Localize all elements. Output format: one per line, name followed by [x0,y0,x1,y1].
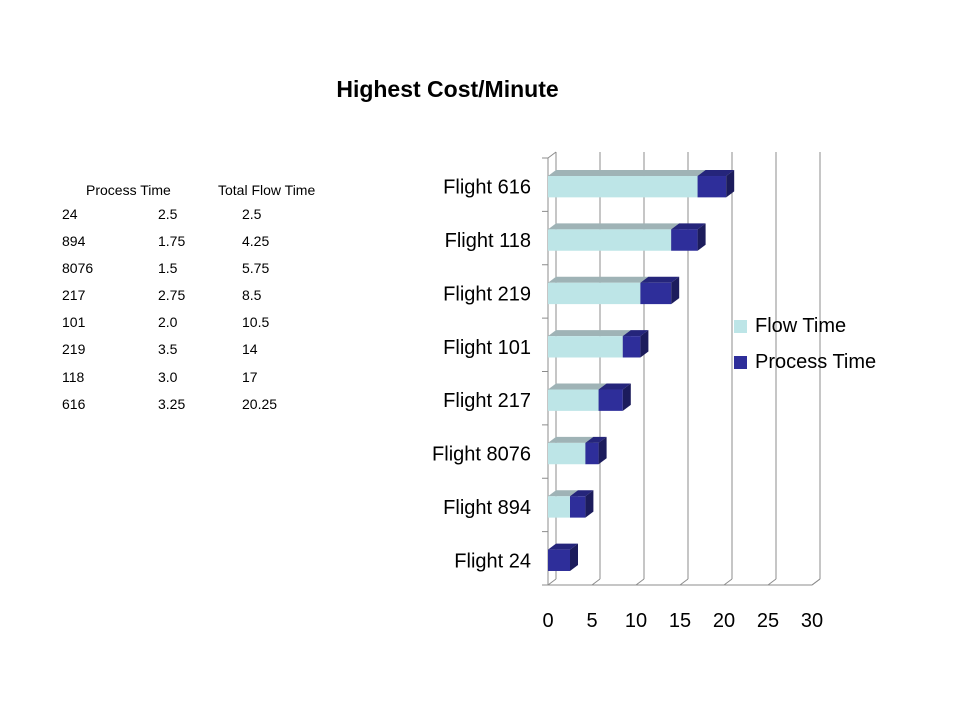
x-tick-label: 5 [586,610,597,632]
bar-process-time-top [697,170,735,177]
bar-process-time-top [671,223,706,230]
table-header-process-time: Process Time [86,182,171,198]
bar-process-time-top [548,543,578,550]
bar-flow-time-top [548,436,594,443]
table-cell: 217 [62,287,86,304]
x-tick-label: 0 [542,610,553,632]
bar-flow-time [548,496,570,518]
y-tick-label: Flight 894 [443,497,531,519]
table-cell: 2.0 [158,314,178,331]
table-cell: 14 [242,341,258,358]
table-cell: 616 [62,395,86,412]
table-cell: 1.5 [158,260,178,277]
bar-flow-time-top [548,383,607,390]
bar-flow-time [548,176,698,198]
table-cell: 2.5 [158,206,178,222]
table-cell: 3.25 [158,395,186,412]
bar-flow-time [548,282,641,305]
legend-swatch-flow-time [734,319,747,333]
table-cell: 219 [62,341,86,358]
bar-flow-time-top [548,170,706,177]
y-tick-label: Flight 219 [443,283,531,305]
x-tick-label: 30 [801,610,823,632]
table-cell: 8076 [62,260,94,277]
floor-edge [811,578,821,586]
table-cell: 1.75 [158,233,186,250]
y-tick-label: Flight 24 [454,550,531,572]
legend-item-flow-time: Flow Time [734,308,876,344]
table-cell: 5.75 [242,260,270,277]
table-cell: 24 [62,206,78,222]
y-tick-label: Flight 217 [443,390,531,412]
y-tick-label: Flight 101 [443,337,531,359]
bar-process-time-side [671,276,680,305]
table-cell: 118 [62,368,85,385]
bar-flow-time [548,336,623,358]
chart-title: Highest Cost/Minute [336,76,559,102]
floor-gridline [547,578,557,586]
bar-flow-time [548,442,586,465]
bar-process-time [570,496,586,518]
floor-gridline [723,578,733,586]
wall-top-edge [547,151,557,159]
x-tick-label: 20 [713,610,735,632]
table-header-total-flow-time: Total Flow Time [218,182,316,198]
bar-process-time-side [697,223,706,251]
bar-process-time-top [570,490,594,497]
bar-process-time-side [640,330,649,358]
bar-process-time-side [585,490,594,518]
table-cell: 2.5 [242,206,262,222]
bar-process-time [622,336,641,358]
table-cell: 17 [242,368,258,385]
bar-process-time [598,389,623,411]
bar-flow-time [548,229,672,251]
bar-process-time-side [598,436,607,465]
bar-process-time-top [585,436,607,443]
y-tick-label: Flight 8076 [432,444,531,466]
bar-process-time-top [640,276,680,283]
table-cell: 8.5 [242,287,262,304]
legend-item-process-time: Process Time [734,344,876,380]
bar-process-time-side [622,383,631,411]
bar-flow-time-top [548,490,578,497]
table-cell: 10.5 [242,314,270,331]
x-tick-label: 10 [625,610,647,632]
bar-process-time [640,282,672,305]
x-tick-label: 25 [757,610,779,632]
legend-label-flow-time: Flow Time [755,314,847,337]
table-cell: 20.25 [242,395,278,412]
floor-gridline [591,578,601,586]
table-cell: 101 [62,314,86,331]
bar-flow-time-top [548,276,649,283]
legend-label-process-time: Process Time [755,350,877,373]
floor-gridline [635,578,645,586]
bar-process-time-side [726,170,735,198]
bar-flow-time [548,389,599,411]
bar-flow-time-top [548,330,631,337]
bar-process-time [697,176,727,198]
bar-process-time [671,229,698,251]
y-tick-label: Flight 616 [443,177,531,199]
table-cell: 2.75 [158,287,186,304]
table-cell: 4.25 [242,233,270,250]
bar-process-time-top [598,383,631,390]
bar-process-time-side [570,543,578,571]
bar-process-time [548,549,570,571]
y-tick-label: Flight 118 [445,230,531,252]
floor-gridline [767,578,777,586]
table-cell: 3.0 [158,368,178,385]
bar-process-time [585,442,599,465]
legend: Flow Time Process Time [734,308,876,380]
floor-gridline [679,578,689,586]
table-cell: 894 [62,233,86,250]
bar-process-time-top [622,330,649,337]
table-cell: 3.5 [158,341,178,358]
legend-swatch-process-time [734,355,747,369]
bar-flow-time-top [548,223,680,230]
x-tick-label: 15 [669,610,691,632]
